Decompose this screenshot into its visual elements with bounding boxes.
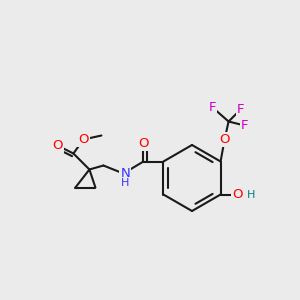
Text: O: O [78, 133, 89, 146]
Text: O: O [52, 139, 63, 152]
Text: O: O [138, 137, 149, 150]
Text: H: H [246, 190, 255, 200]
Text: F: F [209, 101, 216, 114]
Text: N: N [121, 167, 130, 180]
Text: O: O [219, 133, 230, 146]
Text: O: O [232, 188, 243, 201]
Text: F: F [241, 119, 248, 132]
Text: H: H [121, 178, 130, 188]
Text: F: F [237, 103, 244, 116]
